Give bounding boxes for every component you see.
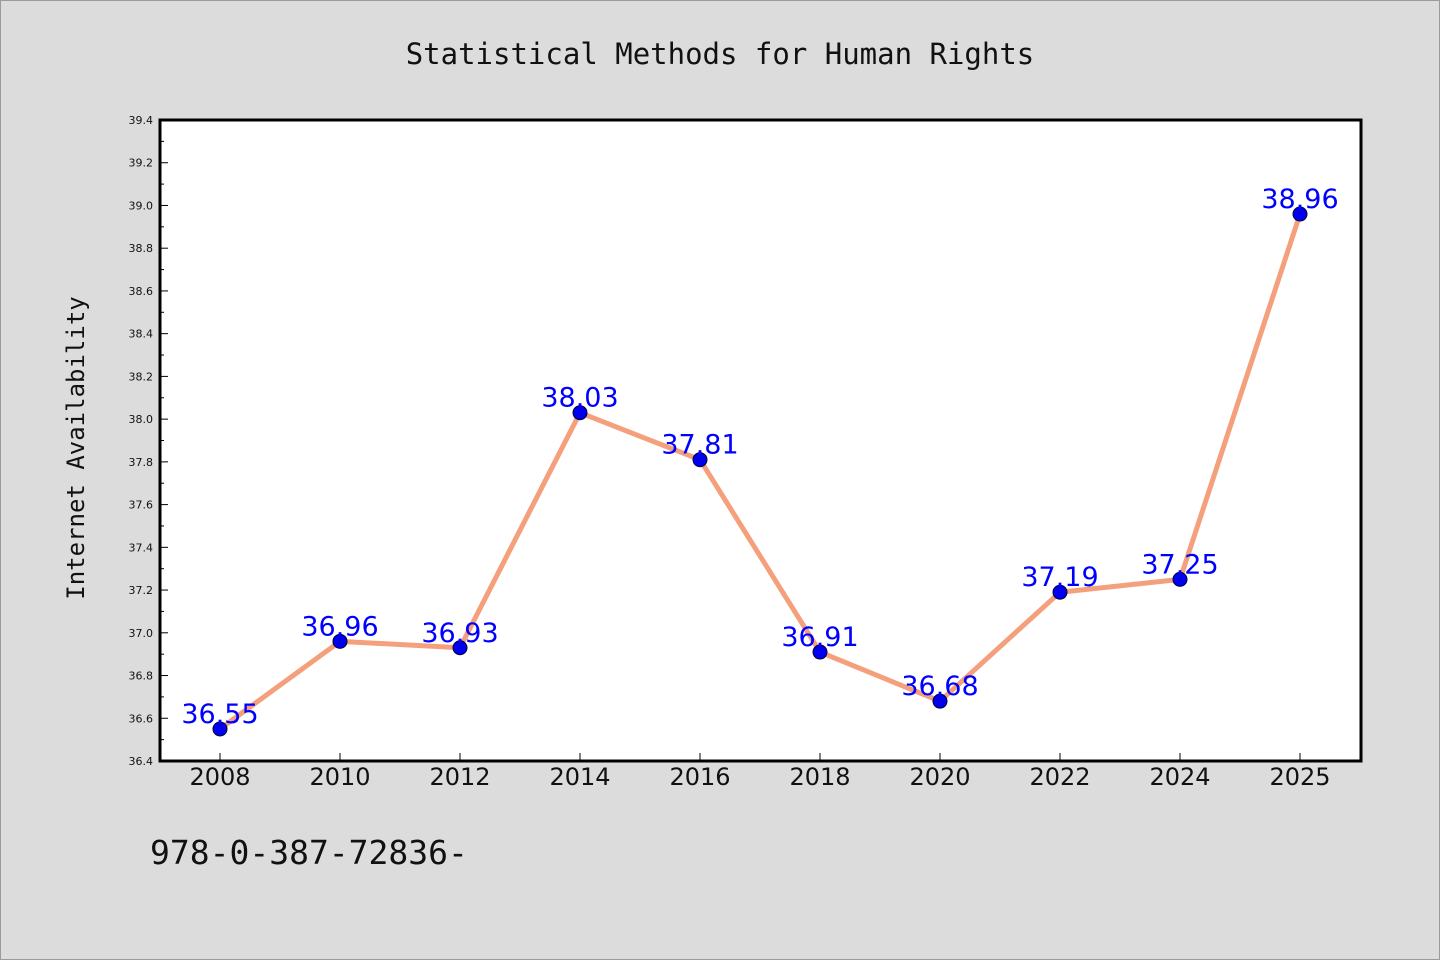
y-tick-label: 39.0	[129, 199, 154, 212]
y-axis: 36.4 36.6 36.8 37.0 37.2 37.4 37.6 37.8 38.0 38.2…	[129, 114, 168, 768]
y-tick-label: 38.2	[129, 370, 154, 383]
chart-title: Statistical Methods for Human Rights	[406, 37, 1035, 71]
data-point	[1052, 584, 1068, 600]
data-point	[332, 633, 348, 649]
x-tick-label: 2024	[1149, 763, 1210, 791]
y-tick-label: 37.8	[129, 456, 154, 469]
data-point	[932, 693, 948, 709]
data-label: 36.96	[301, 611, 378, 642]
y-tick-label: 38.6	[129, 285, 154, 298]
series-line	[218, 213, 1303, 731]
y-tick-label: 36.6	[129, 712, 154, 725]
data-label: 37.81	[661, 430, 738, 461]
data-label: 38.96	[1261, 184, 1338, 215]
data-label: 38.03	[541, 383, 618, 414]
series-layer	[212, 206, 1308, 737]
data-label-layer: 36.55 36.96 36.93 38.03 37.81 36.91 36.68 37.19…	[181, 184, 1338, 730]
x-tick-label: 2016	[669, 763, 730, 791]
y-tick-label: 37.0	[129, 627, 154, 640]
data-point	[1292, 206, 1308, 222]
y-tick-label: 38.4	[129, 328, 154, 341]
data-point	[692, 452, 708, 468]
x-tick-label: 2008	[189, 763, 250, 791]
y-tick-label: 37.6	[129, 499, 154, 512]
data-point	[452, 640, 468, 656]
x-tick-label: 2022	[1029, 763, 1090, 791]
data-point	[572, 405, 588, 421]
data-label: 37.19	[1021, 562, 1098, 593]
y-tick-label: 38.8	[129, 242, 154, 255]
y-tick-label: 38.0	[129, 413, 154, 426]
x-tick-label: 2018	[789, 763, 850, 791]
x-tick-label: 2010	[309, 763, 370, 791]
y-tick-label: 37.4	[129, 541, 154, 554]
data-label: 37.25	[1141, 549, 1218, 580]
y-axis-label: Internet Availability	[62, 296, 90, 599]
data-label: 36.55	[181, 699, 258, 730]
footer-code: 978-0-387-72836-	[150, 833, 468, 872]
y-tick-label: 39.2	[129, 157, 154, 170]
data-point	[812, 644, 828, 660]
x-tick-label: 2025	[1269, 763, 1330, 791]
plot-area	[158, 118, 1363, 763]
x-tick-label: 2020	[909, 763, 970, 791]
y-tick-label: 36.4	[129, 755, 154, 768]
x-tick-label: 2014	[549, 763, 610, 791]
data-point	[1172, 571, 1188, 587]
data-label: 36.68	[901, 671, 978, 702]
x-axis: 2008 2010 2012 2014 2016 2018 2020 2022 2024 2025	[189, 753, 1331, 791]
y-tick-label: 36.8	[129, 670, 154, 683]
data-point	[212, 721, 228, 737]
y-tick-label: 39.4	[129, 114, 154, 127]
x-tick-label: 2012	[429, 763, 490, 791]
data-label: 36.91	[781, 622, 858, 653]
data-label: 36.93	[421, 618, 498, 649]
y-tick-label: 37.2	[129, 584, 154, 597]
